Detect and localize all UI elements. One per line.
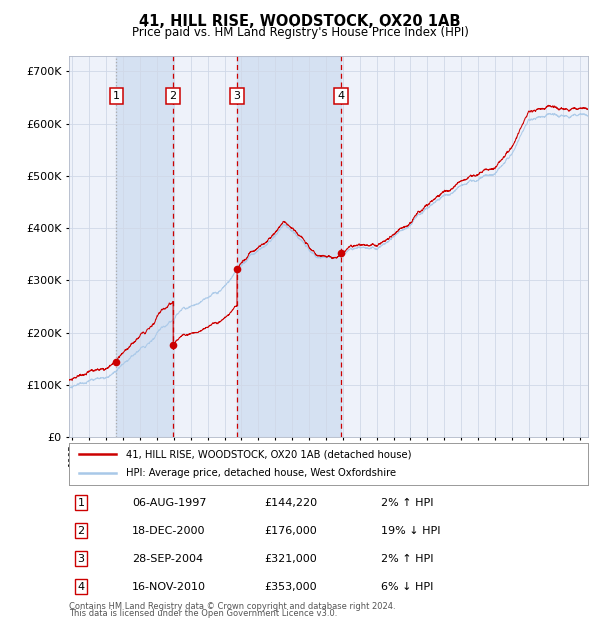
- Text: 41, HILL RISE, WOODSTOCK, OX20 1AB (detached house): 41, HILL RISE, WOODSTOCK, OX20 1AB (deta…: [126, 449, 412, 459]
- Text: 41, HILL RISE, WOODSTOCK, OX20 1AB: 41, HILL RISE, WOODSTOCK, OX20 1AB: [139, 14, 461, 29]
- Text: 06-AUG-1997: 06-AUG-1997: [132, 498, 206, 508]
- Text: 1: 1: [113, 91, 119, 101]
- Text: 4: 4: [337, 91, 344, 101]
- Text: Contains HM Land Registry data © Crown copyright and database right 2024.: Contains HM Land Registry data © Crown c…: [69, 602, 395, 611]
- Bar: [116, 56, 173, 437]
- Text: £321,000: £321,000: [264, 554, 317, 564]
- Text: £144,220: £144,220: [264, 498, 317, 508]
- Text: 19% ↓ HPI: 19% ↓ HPI: [381, 526, 440, 536]
- Text: 18-DEC-2000: 18-DEC-2000: [132, 526, 205, 536]
- Text: 6% ↓ HPI: 6% ↓ HPI: [381, 582, 433, 591]
- Text: 28-SEP-2004: 28-SEP-2004: [132, 554, 203, 564]
- Text: Price paid vs. HM Land Registry's House Price Index (HPI): Price paid vs. HM Land Registry's House …: [131, 26, 469, 39]
- Text: 2: 2: [77, 526, 85, 536]
- Text: 2% ↑ HPI: 2% ↑ HPI: [381, 498, 433, 508]
- Text: 3: 3: [233, 91, 241, 101]
- Text: HPI: Average price, detached house, West Oxfordshire: HPI: Average price, detached house, West…: [126, 469, 396, 479]
- Text: £353,000: £353,000: [264, 582, 317, 591]
- Text: 3: 3: [77, 554, 85, 564]
- Text: 16-NOV-2010: 16-NOV-2010: [132, 582, 206, 591]
- Text: 2: 2: [170, 91, 177, 101]
- Text: 4: 4: [77, 582, 85, 591]
- Text: This data is licensed under the Open Government Licence v3.0.: This data is licensed under the Open Gov…: [69, 608, 337, 618]
- Text: 2% ↑ HPI: 2% ↑ HPI: [381, 554, 433, 564]
- Text: £176,000: £176,000: [264, 526, 317, 536]
- Bar: [237, 56, 341, 437]
- Text: 1: 1: [77, 498, 85, 508]
